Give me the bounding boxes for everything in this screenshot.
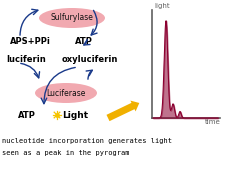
Text: time: time <box>205 119 221 125</box>
Text: APS+PPi: APS+PPi <box>10 38 51 47</box>
Text: Luciferase: Luciferase <box>46 89 86 98</box>
Ellipse shape <box>35 83 97 103</box>
Text: Sulfurylase: Sulfurylase <box>51 13 93 22</box>
Text: nucleotide incorporation generates light: nucleotide incorporation generates light <box>2 138 172 144</box>
FancyArrow shape <box>106 101 139 121</box>
Text: light: light <box>154 3 170 9</box>
Text: ATP: ATP <box>18 111 36 120</box>
Text: oxyluciferin: oxyluciferin <box>62 56 118 65</box>
Text: seen as a peak in the pyrogram: seen as a peak in the pyrogram <box>2 150 130 156</box>
Text: ATP: ATP <box>75 38 93 47</box>
Text: luciferin: luciferin <box>6 56 46 65</box>
Text: Light: Light <box>62 111 88 120</box>
Ellipse shape <box>39 8 105 28</box>
